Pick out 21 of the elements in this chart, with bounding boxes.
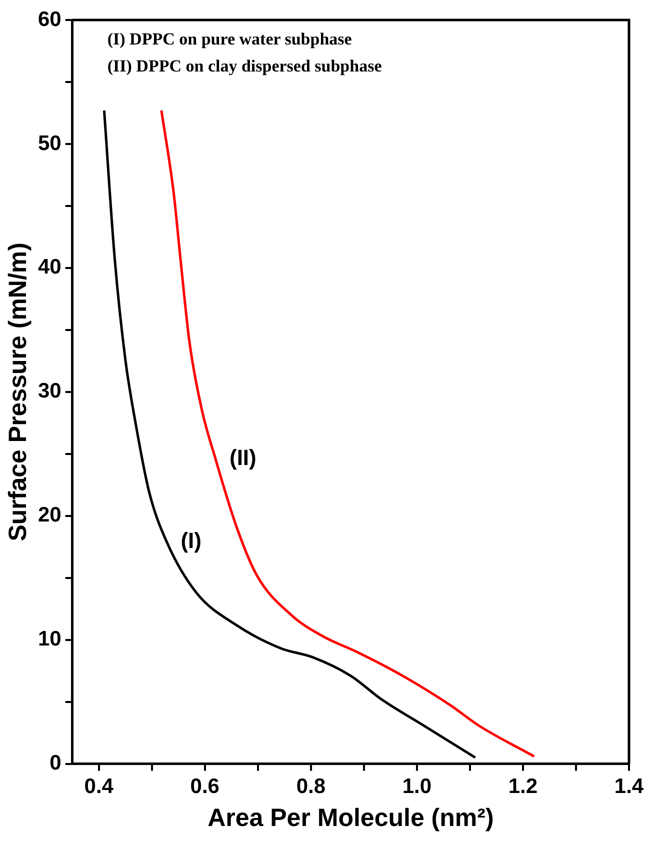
series-label: (II) [229, 444, 256, 470]
x-tick-label: 1.2 [508, 775, 538, 798]
y-tick-label: 40 [38, 256, 62, 279]
y-tick-label: 20 [38, 504, 62, 527]
series-label: (I) [180, 528, 202, 553]
y-tick-label: 0 [50, 752, 62, 775]
annotation: (I) DPPC on pure water subphase [107, 29, 352, 48]
line-series [102, 109, 477, 759]
y-tick-label: 10 [38, 628, 62, 651]
annotation: (II) DPPC on clay dispersed subphase [107, 56, 382, 76]
x-tick-label: 1.0 [402, 775, 432, 798]
x-tick-label: 0.8 [296, 775, 326, 798]
y-tick-label: 50 [38, 132, 62, 155]
line-series [160, 109, 536, 758]
y-tick-label: 30 [38, 380, 62, 403]
x-axis-title: Area Per Molecule (nm²) [208, 804, 494, 832]
x-tick-label: 0.4 [84, 775, 114, 798]
x-tick-label: 0.6 [190, 775, 220, 798]
x-tick-label: 1.4 [614, 775, 644, 798]
y-axis-title: Surface Pressure (mN/m) [4, 242, 32, 542]
y-tick-label: 60 [38, 8, 62, 31]
